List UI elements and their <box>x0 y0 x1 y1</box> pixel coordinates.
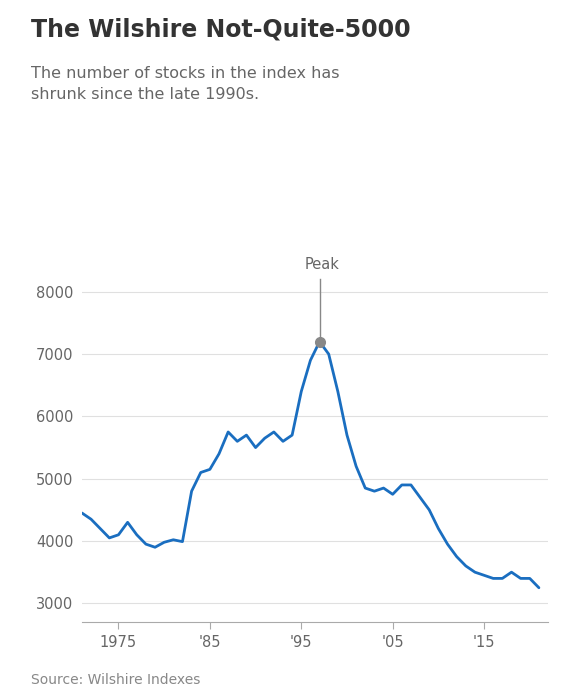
Text: The number of stocks in the index has
shrunk since the late 1990s.: The number of stocks in the index has sh… <box>31 66 340 102</box>
Text: Source: Wilshire Indexes: Source: Wilshire Indexes <box>31 673 201 687</box>
Text: Peak: Peak <box>305 257 340 272</box>
Text: The Wilshire Not-Quite-5000: The Wilshire Not-Quite-5000 <box>31 17 411 42</box>
